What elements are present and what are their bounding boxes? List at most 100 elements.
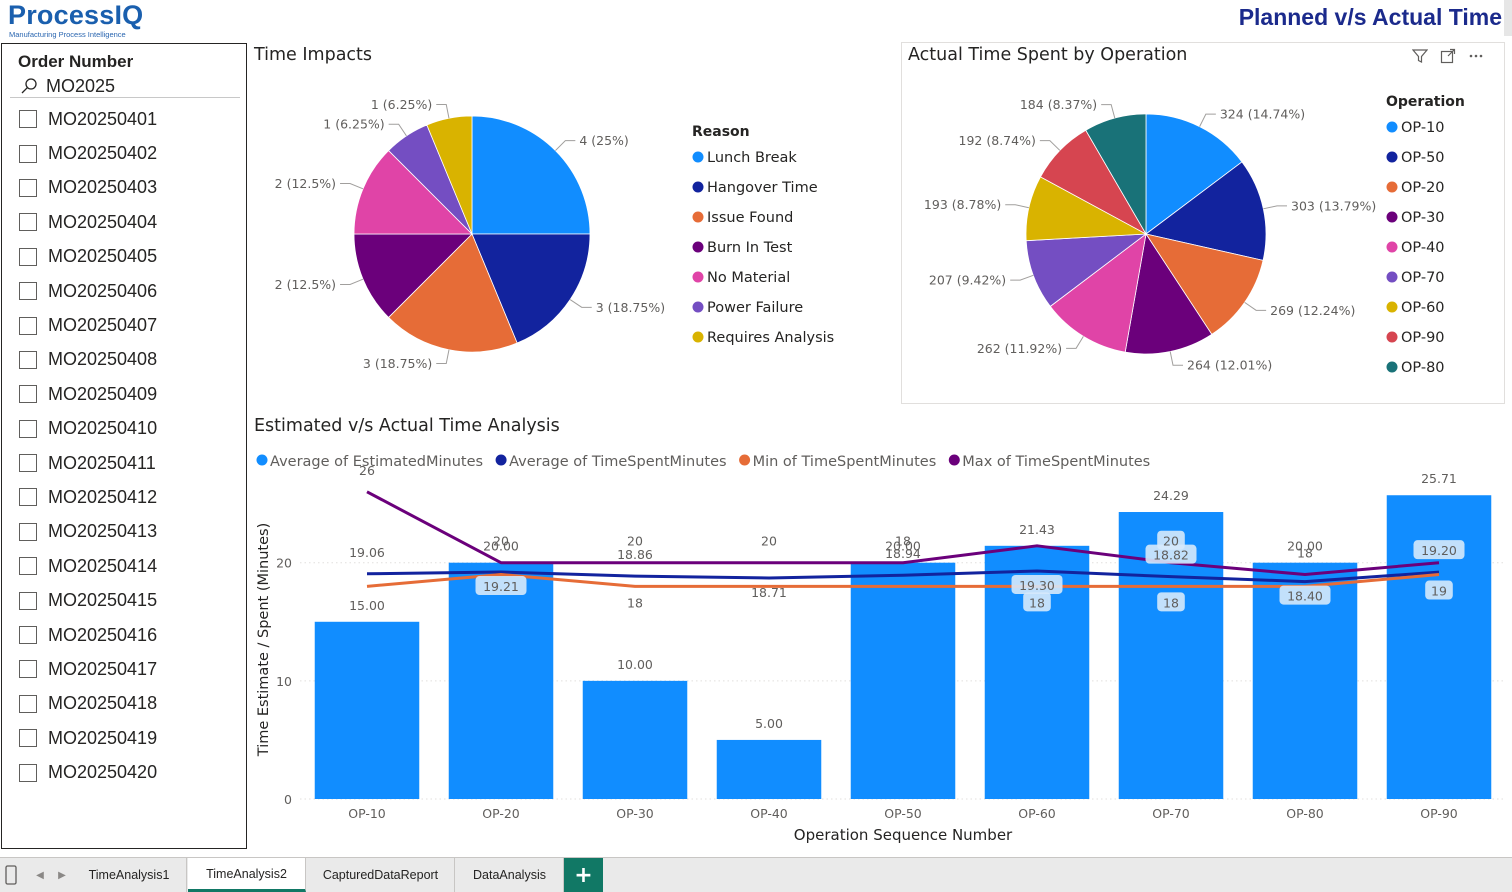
legend-item[interactable]: Requires Analysis	[707, 330, 834, 346]
bar[interactable]	[582, 680, 688, 799]
pie-slice[interactable]	[1145, 113, 1243, 235]
bar[interactable]	[850, 562, 956, 799]
bar[interactable]	[448, 562, 554, 799]
checkbox[interactable]	[19, 626, 37, 645]
checkbox[interactable]	[19, 591, 37, 610]
legend-item[interactable]: OP-80	[1401, 360, 1445, 376]
slicer-item[interactable]: MO20250405	[19, 240, 157, 274]
tab-timeanalysis1[interactable]: TimeAnalysis1	[72, 858, 187, 892]
slicer-item[interactable]: MO20250402	[19, 136, 157, 170]
legend-item[interactable]: Lunch Break	[707, 150, 797, 166]
legend-item[interactable]: OP-20	[1401, 180, 1445, 196]
legend-item[interactable]: Min of TimeSpentMinutes	[753, 454, 937, 470]
prev-page-arrow-icon[interactable]: ◀	[36, 869, 44, 881]
filter-icon[interactable]	[1412, 48, 1428, 64]
bar[interactable]	[716, 739, 822, 799]
bar-data-label: 21.43	[1019, 522, 1055, 537]
slicer-item[interactable]: MO20250412	[19, 480, 157, 514]
checkbox[interactable]	[19, 694, 37, 713]
legend-item[interactable]: OP-70	[1401, 270, 1445, 286]
legend-item[interactable]: OP-90	[1401, 330, 1445, 346]
mobile-layout-icon[interactable]	[4, 864, 18, 886]
slicer-item-label: MO20250416	[48, 624, 158, 645]
legend-item[interactable]: OP-50	[1401, 150, 1445, 166]
slicer-item[interactable]: MO20250414	[19, 549, 157, 583]
add-page-button[interactable]: +	[564, 858, 603, 892]
checkbox[interactable]	[19, 316, 37, 335]
pie-slice[interactable]	[1124, 232, 1213, 355]
next-page-arrow-icon[interactable]: ▶	[58, 869, 66, 881]
checkbox[interactable]	[19, 247, 37, 266]
slicer-item[interactable]: MO20250420	[19, 755, 157, 789]
checkbox[interactable]	[19, 350, 37, 369]
checkbox[interactable]	[19, 282, 37, 301]
legend-item[interactable]: Max of TimeSpentMinutes	[962, 454, 1150, 470]
slicer-item[interactable]: MO20250401	[19, 102, 157, 136]
slicer-search[interactable]: MO2025	[10, 74, 240, 98]
time-impacts-pie-chart[interactable]: 4 (25%) 3 (18.75%) 3 (18.75%) 2 (12.5%) 2 (1…	[250, 70, 890, 400]
checkbox[interactable]	[19, 178, 37, 197]
pie-slice[interactable]	[353, 233, 473, 319]
slicer-item[interactable]: MO20250418	[19, 687, 157, 721]
legend-item[interactable]: Hangover Time	[707, 180, 818, 196]
legend-item[interactable]: No Material	[707, 270, 790, 286]
legend-item[interactable]: Average of EstimatedMinutes	[270, 454, 483, 470]
tab-timeanalysis2[interactable]: TimeAnalysis2	[188, 858, 306, 892]
slicer-item[interactable]: MO20250411	[19, 446, 157, 480]
line-data-label: 19.21	[483, 579, 519, 594]
legend-item[interactable]: Issue Found	[707, 210, 793, 226]
legend-item[interactable]: OP-40	[1401, 240, 1445, 256]
pie-slice[interactable]	[1145, 161, 1267, 261]
slicer-item[interactable]: MO20250408	[19, 343, 157, 377]
bar[interactable]	[314, 621, 420, 799]
pie-slice[interactable]	[1145, 233, 1264, 335]
pie-slice[interactable]	[1085, 113, 1147, 236]
tab-dataanalysis[interactable]: DataAnalysis	[456, 858, 564, 892]
slicer-search-input[interactable]: MO2025	[46, 76, 116, 96]
legend-item[interactable]: OP-10	[1401, 120, 1445, 136]
more-options-icon[interactable]	[1468, 48, 1484, 64]
slicer-item[interactable]: MO20250406	[19, 274, 157, 308]
checkbox[interactable]	[19, 488, 37, 507]
series-line[interactable]	[366, 573, 1440, 588]
legend-marker	[692, 211, 704, 223]
slicer-item[interactable]: MO20250409	[19, 377, 157, 411]
pie-slice[interactable]	[471, 115, 591, 235]
legend-item[interactable]: OP-30	[1401, 210, 1445, 226]
legend-item[interactable]: Power Failure	[707, 300, 803, 316]
series-line[interactable]	[366, 490, 1440, 577]
slicer-item[interactable]: MO20250403	[19, 171, 157, 205]
legend-item[interactable]: OP-60	[1401, 300, 1445, 316]
checkbox[interactable]	[19, 660, 37, 679]
slicer-item[interactable]: MO20250419	[19, 721, 157, 755]
checkbox[interactable]	[19, 385, 37, 404]
slicer-item[interactable]: MO20250410	[19, 412, 157, 446]
vertical-scrollbar[interactable]	[1504, 0, 1512, 36]
slicer-item[interactable]: MO20250415	[19, 583, 157, 617]
slicer-item[interactable]: MO20250407	[19, 308, 157, 342]
operation-pie-chart[interactable]: 324 (14.74%) 303 (13.79%) 269 (12.24%) 264 …	[902, 70, 1502, 400]
checkbox[interactable]	[19, 213, 37, 232]
checkbox[interactable]	[19, 454, 37, 473]
estimated-vs-actual-combo-chart[interactable]: Average of EstimatedMinutes Average of Ti…	[250, 444, 1512, 850]
slicer-item[interactable]: MO20250416	[19, 618, 157, 652]
checkbox[interactable]	[19, 522, 37, 541]
legend-item[interactable]: Burn In Test	[707, 240, 793, 256]
tab-captureddatareport[interactable]: CapturedDataReport	[307, 858, 455, 892]
legend-item[interactable]: Average of TimeSpentMinutes	[509, 454, 727, 470]
checkbox[interactable]	[19, 557, 37, 576]
focus-mode-icon[interactable]	[1440, 48, 1456, 64]
pie-slice[interactable]	[1049, 233, 1147, 353]
slicer-item[interactable]: MO20250404	[19, 205, 157, 239]
legend-marker	[1386, 271, 1398, 283]
checkbox[interactable]	[19, 763, 37, 782]
checkbox[interactable]	[19, 419, 37, 438]
series-line[interactable]	[366, 569, 1440, 584]
checkbox[interactable]	[19, 110, 37, 129]
slicer-item-label: MO20250414	[48, 555, 158, 576]
slicer-item[interactable]: MO20250413	[19, 515, 157, 549]
checkbox[interactable]	[19, 729, 37, 748]
checkbox[interactable]	[19, 144, 37, 163]
pie-slice[interactable]	[353, 149, 473, 235]
slicer-item[interactable]: MO20250417	[19, 652, 157, 686]
